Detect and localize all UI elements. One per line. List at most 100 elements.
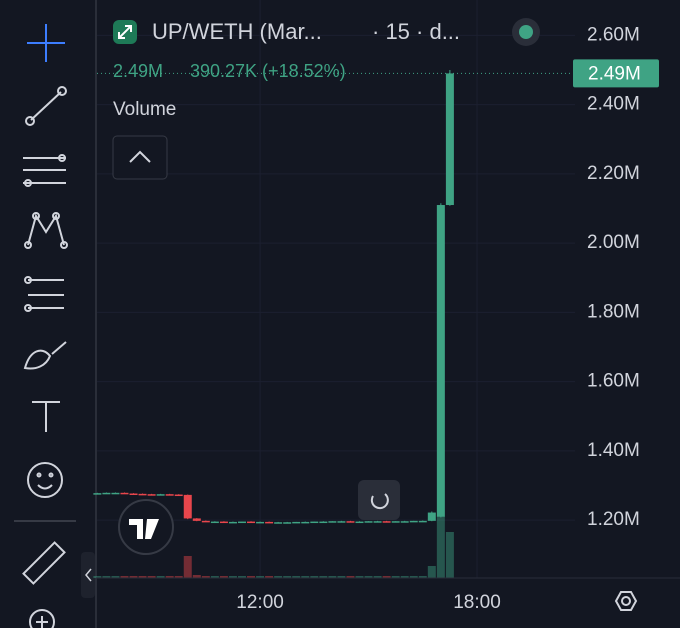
volume-bar [111, 576, 120, 578]
candle-body [346, 521, 355, 523]
brush-tool[interactable] [23, 341, 67, 370]
status-dot [519, 25, 533, 39]
zoom-tool[interactable] [29, 609, 55, 628]
candle-body [400, 521, 409, 523]
pattern-tool[interactable] [24, 212, 68, 249]
candle-body [247, 521, 256, 524]
volume-bar [292, 576, 301, 578]
candle-body [156, 494, 165, 496]
candle-body [319, 521, 328, 524]
y-tick-label: 2.40M [587, 94, 640, 115]
volume-bar [201, 576, 210, 578]
volume-bar [247, 576, 256, 578]
last-price-tag [573, 59, 659, 88]
volume-bar [328, 576, 337, 578]
candle-body [274, 522, 283, 524]
volume-bar [274, 576, 283, 578]
volume-bar [418, 576, 427, 578]
volume-bar [120, 576, 129, 578]
last-price-label: 2.49M [588, 63, 641, 84]
collapse-button[interactable] [81, 552, 95, 598]
volume-bar [102, 576, 111, 578]
settings-button[interactable] [614, 591, 638, 611]
candle-body [111, 492, 120, 495]
volume-bar [427, 566, 436, 578]
candle-body [120, 492, 129, 495]
volume-bar [219, 576, 228, 578]
volume-bar [319, 576, 328, 578]
candle-body [174, 494, 183, 497]
volume-bar [210, 576, 219, 578]
y-tick-label: 2.00M [587, 232, 640, 253]
emoji-tool[interactable] [27, 462, 63, 498]
volume-bar [346, 576, 355, 578]
candle-body [310, 521, 319, 524]
volume-bar [256, 576, 265, 578]
candle-body [436, 205, 445, 517]
toolbar [14, 24, 95, 628]
candle-body [418, 520, 427, 523]
volume-bar [174, 576, 183, 578]
candle-body [283, 522, 292, 524]
symbol-icon-arrow [118, 25, 132, 39]
logo-mark [129, 519, 159, 539]
text-tool[interactable] [32, 401, 60, 432]
candle-body [210, 521, 219, 524]
y-tick-label: 1.80M [587, 301, 640, 322]
reset-button[interactable] [358, 480, 400, 520]
volume-bar [183, 556, 192, 578]
y-tick-label: 2.20M [587, 163, 640, 184]
grid [97, 0, 575, 578]
candle-body [301, 521, 310, 524]
y-tick-label: 2.60M [587, 24, 640, 45]
candle-body [93, 493, 102, 495]
candle-body [292, 521, 301, 524]
volume-bar [129, 576, 138, 578]
plot [93, 69, 575, 578]
logo[interactable] [118, 499, 174, 555]
symbol-title[interactable]: UP/WETH (Mar... [152, 19, 322, 44]
reset-icon [370, 493, 389, 510]
collapse-legend[interactable] [112, 135, 168, 180]
crosshair-tool[interactable] [27, 24, 65, 62]
volume-bar [237, 576, 246, 578]
candle-body [427, 512, 436, 521]
ruler-tool[interactable] [22, 541, 66, 585]
volume-bar [93, 576, 102, 578]
x-tick-label: 18:00 [453, 592, 501, 613]
volume-bar [192, 575, 201, 578]
volume-bar [283, 576, 292, 578]
candle-body [256, 521, 265, 524]
fib-tool[interactable] [23, 154, 66, 187]
volume-bar [436, 516, 445, 578]
collapse-icon [85, 568, 92, 582]
volume-bar [373, 576, 382, 578]
candle-body [445, 73, 454, 206]
x-tick-label: 12:00 [236, 592, 284, 613]
y-tick-label: 1.60M [587, 371, 640, 392]
candle-body [328, 521, 337, 523]
volume-bar [391, 576, 400, 578]
prediction-tool[interactable] [24, 276, 64, 312]
candle-body [364, 521, 373, 523]
volume-bar [138, 576, 147, 578]
volume-bar [445, 532, 454, 578]
volume-bar [156, 576, 165, 578]
volume-bar [147, 576, 156, 578]
candle-body [237, 521, 246, 524]
y-tick-label: 1.40M [587, 440, 640, 461]
last-value: 2.49M [113, 61, 163, 81]
candle-body [355, 521, 364, 524]
volume-bar [228, 576, 237, 578]
chevron-up [129, 150, 151, 163]
line-tool[interactable] [25, 86, 67, 126]
candle-body [129, 493, 138, 495]
candle-body [337, 521, 346, 523]
y-tick-label: 1.20M [587, 509, 640, 530]
candle-body [409, 520, 418, 523]
volume-bar [400, 576, 409, 578]
candle-body [382, 521, 391, 523]
candle-body [165, 494, 174, 496]
candle-body [228, 521, 237, 524]
